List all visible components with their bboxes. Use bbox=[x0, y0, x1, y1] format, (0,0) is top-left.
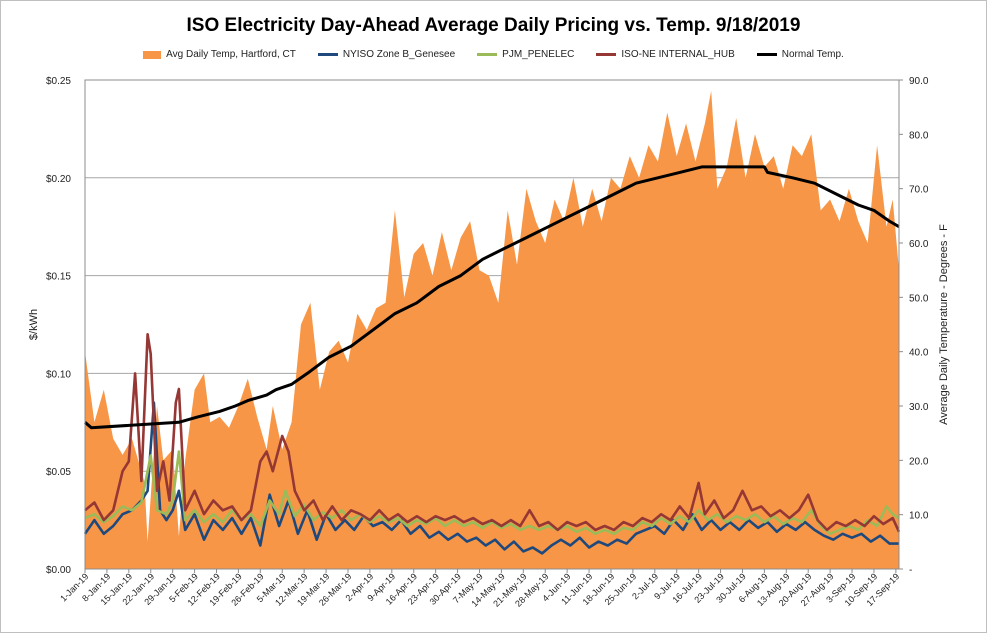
y-right-tick-label: 70.0 bbox=[909, 185, 929, 196]
legend-swatch bbox=[477, 53, 498, 56]
chart-title: ISO Electricity Day-Ahead Average Daily … bbox=[186, 15, 801, 36]
y-left-tick-label: $0.20 bbox=[46, 174, 71, 185]
legend-item: Normal Temp. bbox=[756, 49, 844, 60]
legend-swatch bbox=[317, 53, 338, 56]
y-right-tick-label: 60.0 bbox=[909, 239, 929, 250]
y-left-tick-label: $0.15 bbox=[46, 272, 71, 283]
y-right-tick-label: 50.0 bbox=[909, 293, 929, 304]
series-line-2 bbox=[84, 450, 900, 536]
legend-label: NYISO Zone B_Genesee bbox=[342, 49, 456, 60]
series-line-3 bbox=[84, 333, 901, 533]
chart-legend: Avg Daily Temp, Hartford, CT NYISO Zone B… bbox=[1, 49, 986, 60]
y-right-tick-label: - bbox=[909, 565, 912, 576]
plot-area-border bbox=[84, 79, 900, 570]
series-area-temp bbox=[85, 90, 899, 570]
series-line-1 bbox=[83, 401, 899, 555]
y-left-axis-title: $/kWh bbox=[28, 309, 40, 340]
legend-item: ISO-NE INTERNAL_HUB bbox=[596, 49, 735, 60]
y-right-tick-label: 30.0 bbox=[909, 402, 929, 413]
legend-swatch bbox=[143, 50, 162, 59]
legend-swatch bbox=[596, 53, 617, 56]
y-right-tick-label: 80.0 bbox=[909, 130, 929, 141]
legend-label: Normal Temp. bbox=[781, 49, 844, 60]
legend-swatch bbox=[756, 53, 777, 56]
legend-item: Avg Daily Temp, Hartford, CT bbox=[143, 49, 296, 60]
legend-label: PJM_PENELEC bbox=[502, 49, 575, 60]
legend-item: PJM_PENELEC bbox=[477, 49, 574, 60]
y-right-axis-title: Average Daily Temperature - Degrees - F bbox=[938, 224, 950, 425]
y-left-tick-label: $0.05 bbox=[46, 467, 71, 478]
legend-item: NYISO Zone B_Genesee bbox=[317, 49, 456, 60]
legend-label: ISO-NE INTERNAL_HUB bbox=[621, 49, 735, 60]
series-line-4 bbox=[84, 165, 900, 430]
y-left-tick-label: $0.00 bbox=[46, 565, 71, 576]
y-right-tick-label: 10.0 bbox=[909, 511, 929, 522]
y-left-tick-label: $0.25 bbox=[46, 76, 71, 87]
y-left-tick-label: $0.10 bbox=[46, 369, 71, 380]
y-right-tick-label: 20.0 bbox=[909, 456, 929, 467]
y-right-tick-label: 90.0 bbox=[909, 76, 929, 87]
legend-label: Avg Daily Temp, Hartford, CT bbox=[166, 49, 296, 60]
y-right-tick-label: 40.0 bbox=[909, 348, 929, 359]
